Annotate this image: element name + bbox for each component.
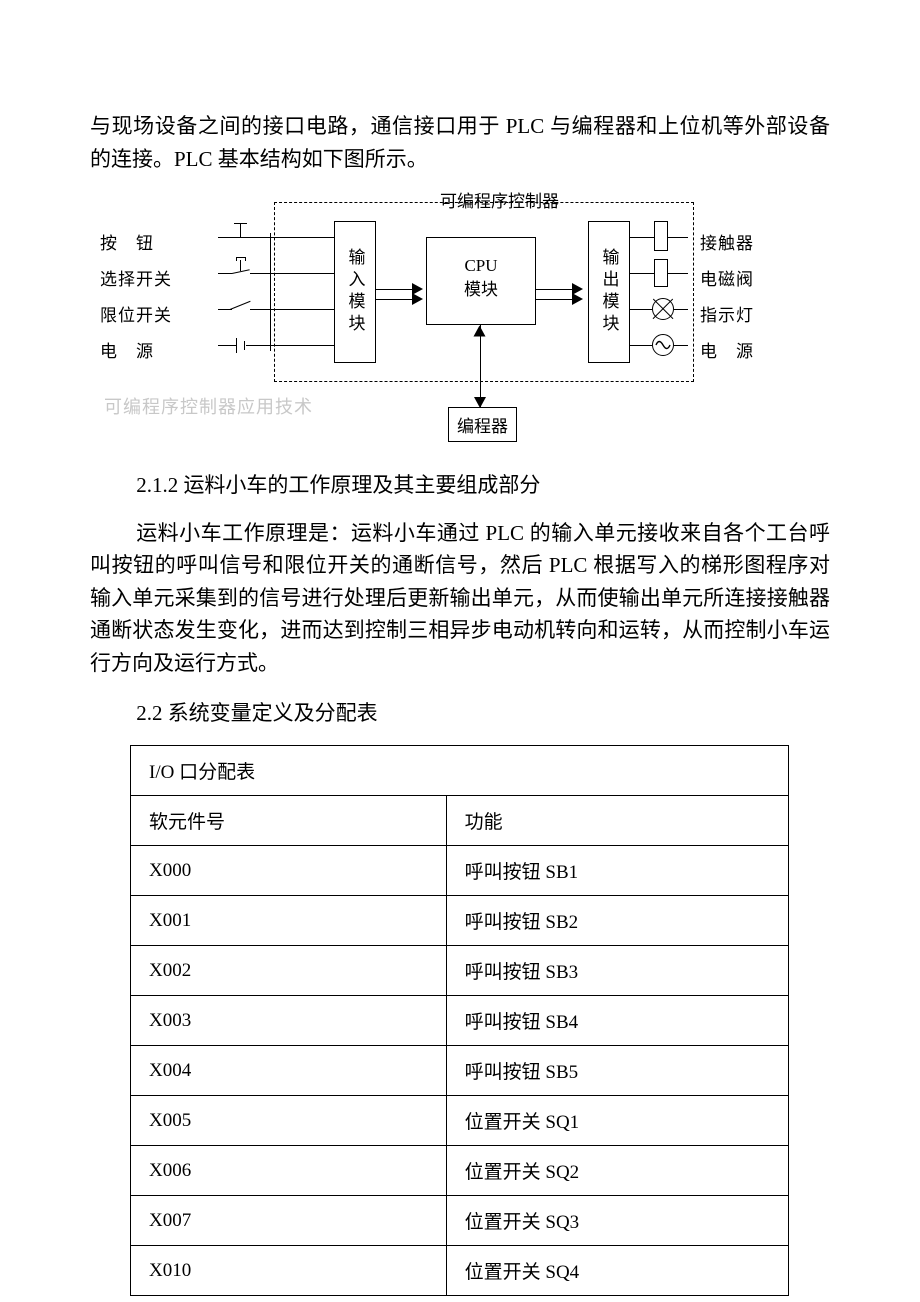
selector-symbol [218,263,264,283]
arrow-icon [412,293,423,305]
wire [674,309,688,310]
wire [480,325,481,407]
table-row: X003呼叫按钮 SB4 [131,996,789,1046]
cell-function: 呼叫按钮 SB4 [446,996,788,1046]
cell-function: 呼叫按钮 SB5 [446,1046,788,1096]
wire [630,309,652,310]
wire [264,309,334,310]
contactor-symbol [654,221,668,251]
wire [674,345,688,346]
wire [630,237,654,238]
plc-structure-diagram: 可编程序控制器 按 钮 选择开关 限位开关 电 源 [140,187,780,451]
wire [668,273,688,274]
cell-function: 位置开关 SQ4 [446,1246,788,1296]
watermark-text: 可编程序控制器应用技术 [104,393,313,419]
limit-switch-symbol [218,299,264,319]
right-label-contactor: 接触器 [700,229,754,254]
table-row: X000呼叫按钮 SB1 [131,846,789,896]
cell-function: 位置开关 SQ3 [446,1196,788,1246]
wire [630,273,654,274]
solenoid-symbol [654,259,668,287]
principle-paragraph: 运料小车工作原理是：运料小车通过 PLC 的输入单元接收来自各个工台呼叫按钮的呼… [90,517,830,680]
wire [630,345,652,346]
arrow-icon [572,293,583,305]
right-label-power: 电 源 [700,337,754,362]
table-row: X005位置开关 SQ1 [131,1096,789,1146]
cell-device: X010 [131,1246,447,1296]
wire [376,289,414,290]
cell-device: X006 [131,1146,447,1196]
input-module-label: 输入模块 [335,222,375,362]
intro-paragraph: 与现场设备之间的接口电路，通信接口用于 PLC 与编程器和上位机等外部设备的连接… [90,110,830,175]
cell-function: 呼叫按钮 SB1 [446,846,788,896]
input-module-box: 输入模块 [334,221,376,363]
table-row: X002呼叫按钮 SB3 [131,946,789,996]
programmer-box: 编程器 [448,407,517,442]
cpu-label-1: CPU [427,254,535,278]
left-label-selector: 选择开关 [100,265,172,290]
left-label-button: 按 钮 [100,229,154,254]
wire [264,237,334,238]
wire [264,273,334,274]
cell-function: 呼叫按钮 SB2 [446,896,788,946]
cell-function: 位置开关 SQ2 [446,1146,788,1196]
heading-2-2: 2.2 系统变量定义及分配表 [90,697,830,731]
right-label-solenoid: 电磁阀 [700,265,754,290]
table-row: X010位置开关 SQ4 [131,1246,789,1296]
cell-device: X002 [131,946,447,996]
wire [376,299,414,300]
col-header-device: 软元件号 [131,796,447,846]
io-allocation-table: I/O 口分配表 软元件号 功能 X000呼叫按钮 SB1 X001呼叫按钮 S… [130,745,789,1296]
wire [264,345,334,346]
pushbutton-symbol [218,227,264,247]
cell-device: X005 [131,1096,447,1146]
cell-device: X003 [131,996,447,1046]
left-label-power: 电 源 [100,337,154,362]
right-label-lamp: 指示灯 [700,301,754,326]
cell-device: X001 [131,896,447,946]
table-row: X004呼叫按钮 SB5 [131,1046,789,1096]
cell-device: X007 [131,1196,447,1246]
cell-device: X004 [131,1046,447,1096]
table-row: X007位置开关 SQ3 [131,1196,789,1246]
output-module-box: 输出模块 [588,221,630,363]
heading-2-1-2: 2.1.2 运料小车的工作原理及其主要组成部分 [90,469,830,503]
col-header-function: 功能 [446,796,788,846]
power-symbol-left [218,335,264,355]
table-caption: I/O 口分配表 [131,746,789,796]
arrow-icon [474,326,486,337]
ac-source-symbol [652,334,674,356]
left-label-limit: 限位开关 [100,301,172,326]
output-module-label: 输出模块 [589,222,629,362]
cell-device: X000 [131,846,447,896]
cell-function: 呼叫按钮 SB3 [446,946,788,996]
table-row: X001呼叫按钮 SB2 [131,896,789,946]
cpu-label-2: 模块 [427,278,535,302]
lamp-symbol [652,298,674,320]
wire [536,289,574,290]
left-bus-line [270,233,271,351]
wire [668,237,688,238]
wire [536,299,574,300]
cpu-box: CPU 模块 [426,237,536,325]
table-row: X006位置开关 SQ2 [131,1146,789,1196]
cell-function: 位置开关 SQ1 [446,1096,788,1146]
